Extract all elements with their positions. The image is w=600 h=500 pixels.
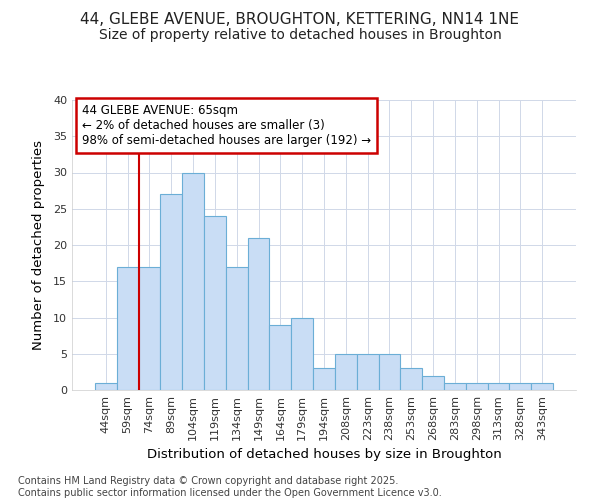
- Bar: [95, 383, 117, 390]
- Y-axis label: Number of detached properties: Number of detached properties: [32, 140, 44, 350]
- Bar: [531, 383, 553, 390]
- Bar: [357, 354, 379, 390]
- Bar: [488, 383, 509, 390]
- Text: 44, GLEBE AVENUE, BROUGHTON, KETTERING, NN14 1NE: 44, GLEBE AVENUE, BROUGHTON, KETTERING, …: [80, 12, 520, 28]
- Bar: [444, 383, 466, 390]
- Text: 44 GLEBE AVENUE: 65sqm
← 2% of detached houses are smaller (3)
98% of semi-detac: 44 GLEBE AVENUE: 65sqm ← 2% of detached …: [82, 104, 371, 148]
- Bar: [466, 383, 488, 390]
- Bar: [509, 383, 531, 390]
- Bar: [226, 267, 248, 390]
- Bar: [160, 194, 182, 390]
- Bar: [117, 267, 139, 390]
- Bar: [313, 368, 335, 390]
- Bar: [422, 376, 444, 390]
- Bar: [269, 325, 291, 390]
- Bar: [182, 172, 204, 390]
- Bar: [291, 318, 313, 390]
- Bar: [379, 354, 400, 390]
- Bar: [204, 216, 226, 390]
- Text: Contains HM Land Registry data © Crown copyright and database right 2025.
Contai: Contains HM Land Registry data © Crown c…: [18, 476, 442, 498]
- Bar: [400, 368, 422, 390]
- Bar: [248, 238, 269, 390]
- Text: Size of property relative to detached houses in Broughton: Size of property relative to detached ho…: [98, 28, 502, 42]
- X-axis label: Distribution of detached houses by size in Broughton: Distribution of detached houses by size …: [146, 448, 502, 462]
- Bar: [335, 354, 357, 390]
- Bar: [139, 267, 160, 390]
